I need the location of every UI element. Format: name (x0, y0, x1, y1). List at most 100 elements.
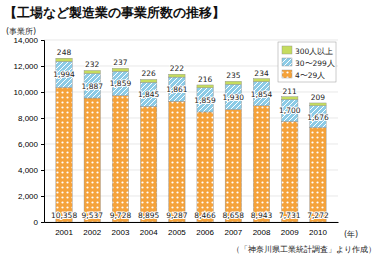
data-label: 7,731 (279, 211, 301, 220)
data-label: 232 (85, 60, 100, 69)
data-label: 226 (142, 69, 157, 78)
x-tick-label: 2004 (140, 228, 158, 237)
y-tick: 0 (34, 218, 44, 227)
source-note: （「神奈川県工業統計調査」より作成） (232, 245, 376, 254)
bar-segment (225, 109, 241, 222)
legend-box (278, 42, 336, 82)
x-tick-label: 2002 (83, 228, 101, 237)
data-label: 1,700 (279, 106, 301, 115)
x-tick: 2002 (83, 228, 101, 237)
bar-segment (56, 58, 72, 61)
bar-segment (169, 74, 185, 77)
bar-segment (112, 68, 128, 71)
legend-swatch (282, 70, 292, 78)
data-labels: 10,3589,5379,7288,8959,2878,4668,6588,94… (51, 48, 329, 220)
data-label: 1,887 (82, 82, 104, 91)
data-label: 8,466 (194, 211, 216, 220)
bar-segment (197, 85, 213, 88)
legend: 300人以上 30〜299人 4〜29人 (278, 42, 336, 82)
legend-label: 300人以上 (295, 47, 333, 56)
bar-segment (310, 127, 326, 222)
y-tick-label: 8,000 (18, 114, 39, 123)
y-tick-mark (41, 170, 44, 171)
data-label: 235 (226, 71, 241, 80)
y-tick-label: 12,000 (14, 62, 39, 71)
y-tick-label: 0 (34, 218, 39, 227)
y-tick-label: 10,000 (14, 88, 39, 97)
y-tick-mark (41, 66, 44, 67)
x-tick: 2003 (112, 228, 130, 237)
data-label: 1,930 (223, 93, 245, 102)
y-tick-label: 14,000 (14, 36, 39, 45)
data-label: 9,537 (82, 211, 104, 220)
bar-segment (310, 103, 326, 106)
data-label: 8,895 (138, 211, 160, 220)
y-tick-label: 6,000 (18, 140, 39, 149)
x-tick: 2001 (55, 228, 73, 237)
bar-segment (253, 79, 269, 82)
bar-segment (282, 121, 298, 222)
data-label: 1,854 (251, 90, 273, 99)
grid (44, 40, 338, 222)
x-tick-label: 2005 (168, 228, 186, 237)
x-tick-label: 2006 (196, 228, 214, 237)
y-tick: 8,000 (18, 114, 44, 123)
data-label: 9,287 (166, 211, 188, 220)
y-tick: 4,000 (18, 166, 44, 175)
bars (56, 58, 326, 222)
x-axis: 2001200220032004200520062007200820092010 (45, 223, 339, 237)
bar-segment (253, 106, 269, 222)
data-label: 211 (283, 87, 298, 96)
x-tick-label: 2008 (253, 228, 271, 237)
x-tick-label: 2010 (309, 228, 327, 237)
grid-line (44, 40, 338, 41)
y-tick: 14,000 (14, 36, 44, 45)
data-label: 1,994 (53, 70, 75, 79)
bar-segment (112, 96, 128, 222)
x-tick-label: 2003 (112, 228, 130, 237)
data-label: 248 (57, 48, 72, 57)
data-label: 222 (170, 64, 185, 73)
data-label: 1,861 (166, 85, 188, 94)
y-axis-title: (事業所) (6, 27, 36, 36)
data-label: 234 (254, 69, 269, 78)
y-tick: 6,000 (18, 140, 44, 149)
bar-segment (282, 97, 298, 100)
bar-segment (225, 81, 241, 84)
bar-segment (84, 98, 100, 222)
y-tick-label: 4,000 (18, 166, 39, 175)
data-label: 1,859 (194, 96, 216, 105)
legend-swatch (282, 58, 292, 66)
y-tick-mark (41, 144, 44, 145)
data-label: 1,676 (307, 113, 329, 122)
x-tick-label: 2001 (55, 228, 73, 237)
y-tick-label: 2,000 (18, 192, 39, 201)
data-label: 1,859 (110, 79, 132, 88)
chart-container: 0 2,000 4,000 6,000 8,000 10,000 12,000 14,000 2… (0, 0, 380, 260)
bar-segment (140, 106, 156, 222)
legend-label: 4〜29人 (295, 71, 325, 80)
data-label: 1,845 (138, 90, 160, 99)
x-tick: 2008 (253, 228, 271, 237)
x-axis-title: (年) (344, 230, 358, 239)
bar-segment (140, 79, 156, 82)
bar-segment (197, 112, 213, 222)
x-tick-label: 2007 (224, 228, 242, 237)
y-tick-mark (41, 118, 44, 119)
y-tick: 12,000 (14, 62, 44, 71)
x-tick: 2006 (196, 228, 214, 237)
data-label: 7,272 (307, 211, 329, 220)
y-tick-mark (41, 40, 44, 41)
title: 【工場など製造業の事業所数の推移】 (4, 5, 225, 20)
y-tick-mark (41, 92, 44, 93)
data-label: 10,358 (51, 211, 77, 220)
data-label: 216 (198, 75, 213, 84)
legend-swatch (282, 46, 292, 54)
y-tick-mark (41, 222, 44, 223)
data-label: 209 (311, 93, 326, 102)
x-tick: 2004 (140, 228, 158, 237)
bar-segment (56, 87, 72, 222)
legend-label: 30〜299人 (295, 59, 335, 68)
data-label: 8,658 (223, 211, 245, 220)
bar-segment (169, 101, 185, 222)
